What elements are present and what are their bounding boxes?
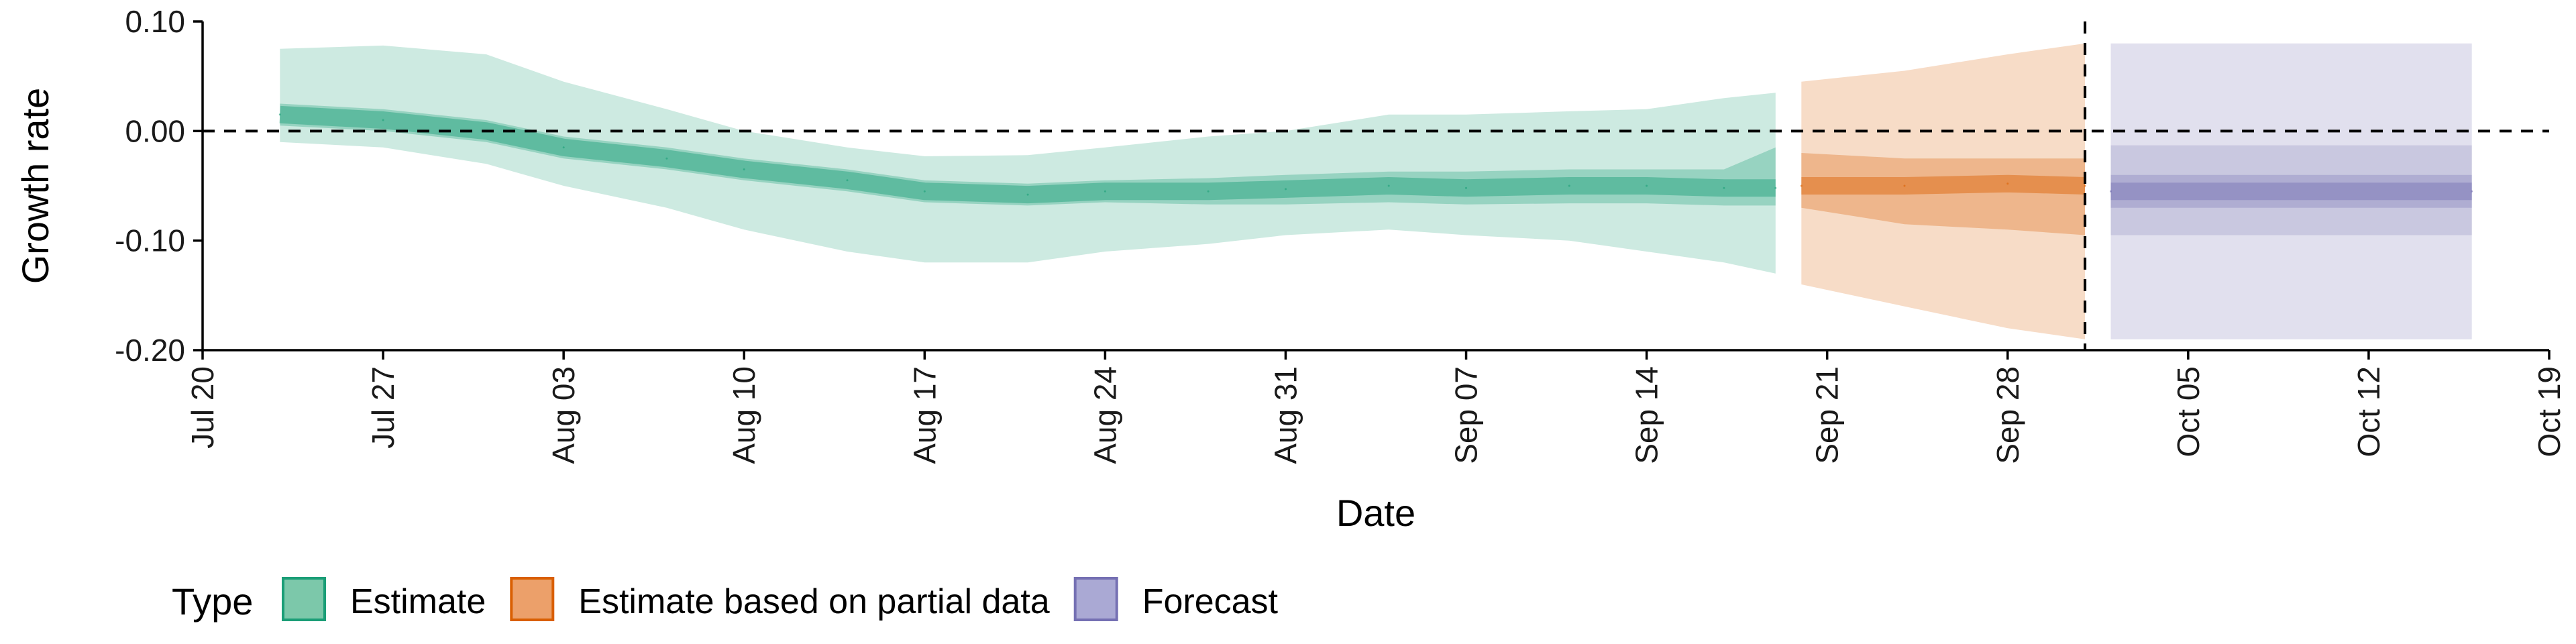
- y-tick-label: -0.10: [115, 223, 185, 258]
- median-point: [562, 146, 565, 149]
- x-tick-label: Sep 07: [1449, 366, 1484, 464]
- band-95: [2110, 43, 2472, 339]
- y-tick-label: 0.00: [125, 113, 185, 148]
- reference-lines: [203, 21, 2549, 350]
- median-point: [1285, 188, 1287, 191]
- median-point: [1387, 184, 1390, 187]
- bands-layer: [278, 43, 2473, 339]
- legend-label: Estimate based on partial data: [578, 582, 1050, 621]
- median-point: [2471, 190, 2473, 193]
- legend-label: Forecast: [1142, 582, 1279, 621]
- legend-title: Type: [172, 580, 253, 623]
- legend-item-estimate: Estimate: [282, 577, 486, 621]
- x-tick-label: Jul 20: [185, 366, 220, 449]
- median-line: [1801, 174, 2086, 195]
- median-point: [2110, 190, 2112, 193]
- band-90: [2110, 145, 2472, 235]
- median-point: [1723, 186, 1725, 189]
- median-point: [1465, 186, 1467, 189]
- x-tick-label: Aug 17: [907, 366, 942, 464]
- series-estimate-based-on-partial-data: [1800, 43, 2086, 339]
- x-tick-label: Aug 31: [1268, 366, 1303, 464]
- x-tick-label: Jul 27: [366, 366, 400, 449]
- median-point: [1646, 184, 1648, 187]
- median-point: [382, 119, 384, 121]
- median-point: [1903, 184, 1906, 187]
- band-50: [2110, 174, 2472, 208]
- band-90: [280, 45, 1776, 274]
- median-point: [1207, 190, 1210, 193]
- median-point: [278, 113, 281, 116]
- legend-swatch: [282, 577, 326, 621]
- x-axis-title: Date: [1336, 492, 1415, 534]
- x-tick-label: Sep 14: [1629, 366, 1664, 464]
- band-50: [1801, 153, 2086, 235]
- y-axis-title: Growth rate: [14, 88, 56, 284]
- y-tick-label: 0.10: [125, 4, 185, 39]
- median-point: [1800, 184, 1803, 187]
- median-point: [1104, 190, 1106, 193]
- x-tick-label: Sep 21: [1810, 366, 1845, 464]
- median-point: [923, 190, 926, 193]
- x-tick-label: Aug 03: [546, 366, 581, 464]
- legend-item-forecast: Forecast: [1073, 577, 1279, 621]
- legend-swatch: [510, 577, 555, 621]
- band-90: [1801, 43, 2086, 339]
- x-tick-label: Oct 05: [2171, 366, 2206, 458]
- y-tick-label: -0.20: [115, 333, 185, 368]
- median-point: [2006, 182, 2009, 185]
- band-50: [280, 103, 1776, 206]
- median-point: [1026, 193, 1029, 196]
- median-line: [279, 105, 1776, 204]
- median-point: [665, 157, 668, 160]
- series-forecast: [2110, 43, 2473, 339]
- x-tick-label: Aug 10: [727, 366, 761, 464]
- median-point: [846, 179, 849, 182]
- legend-swatch: [1073, 577, 1118, 621]
- x-tick-label: Sep 28: [1990, 366, 2025, 464]
- median-point: [1568, 184, 1570, 187]
- median-point: [2084, 184, 2086, 187]
- x-tick-label: Aug 24: [1087, 366, 1122, 464]
- legend: Type Estimate Estimate based on partial d…: [172, 577, 1279, 623]
- series-estimate: [278, 45, 1777, 274]
- median-point: [1774, 186, 1777, 189]
- legend-item-estimate-based-on-partial-data: Estimate based on partial data: [510, 577, 1050, 621]
- median-point: [743, 168, 745, 170]
- x-tick-label: Oct 19: [2532, 366, 2567, 458]
- legend-label: Estimate: [350, 582, 486, 621]
- x-tick-label: Oct 12: [2351, 366, 2386, 458]
